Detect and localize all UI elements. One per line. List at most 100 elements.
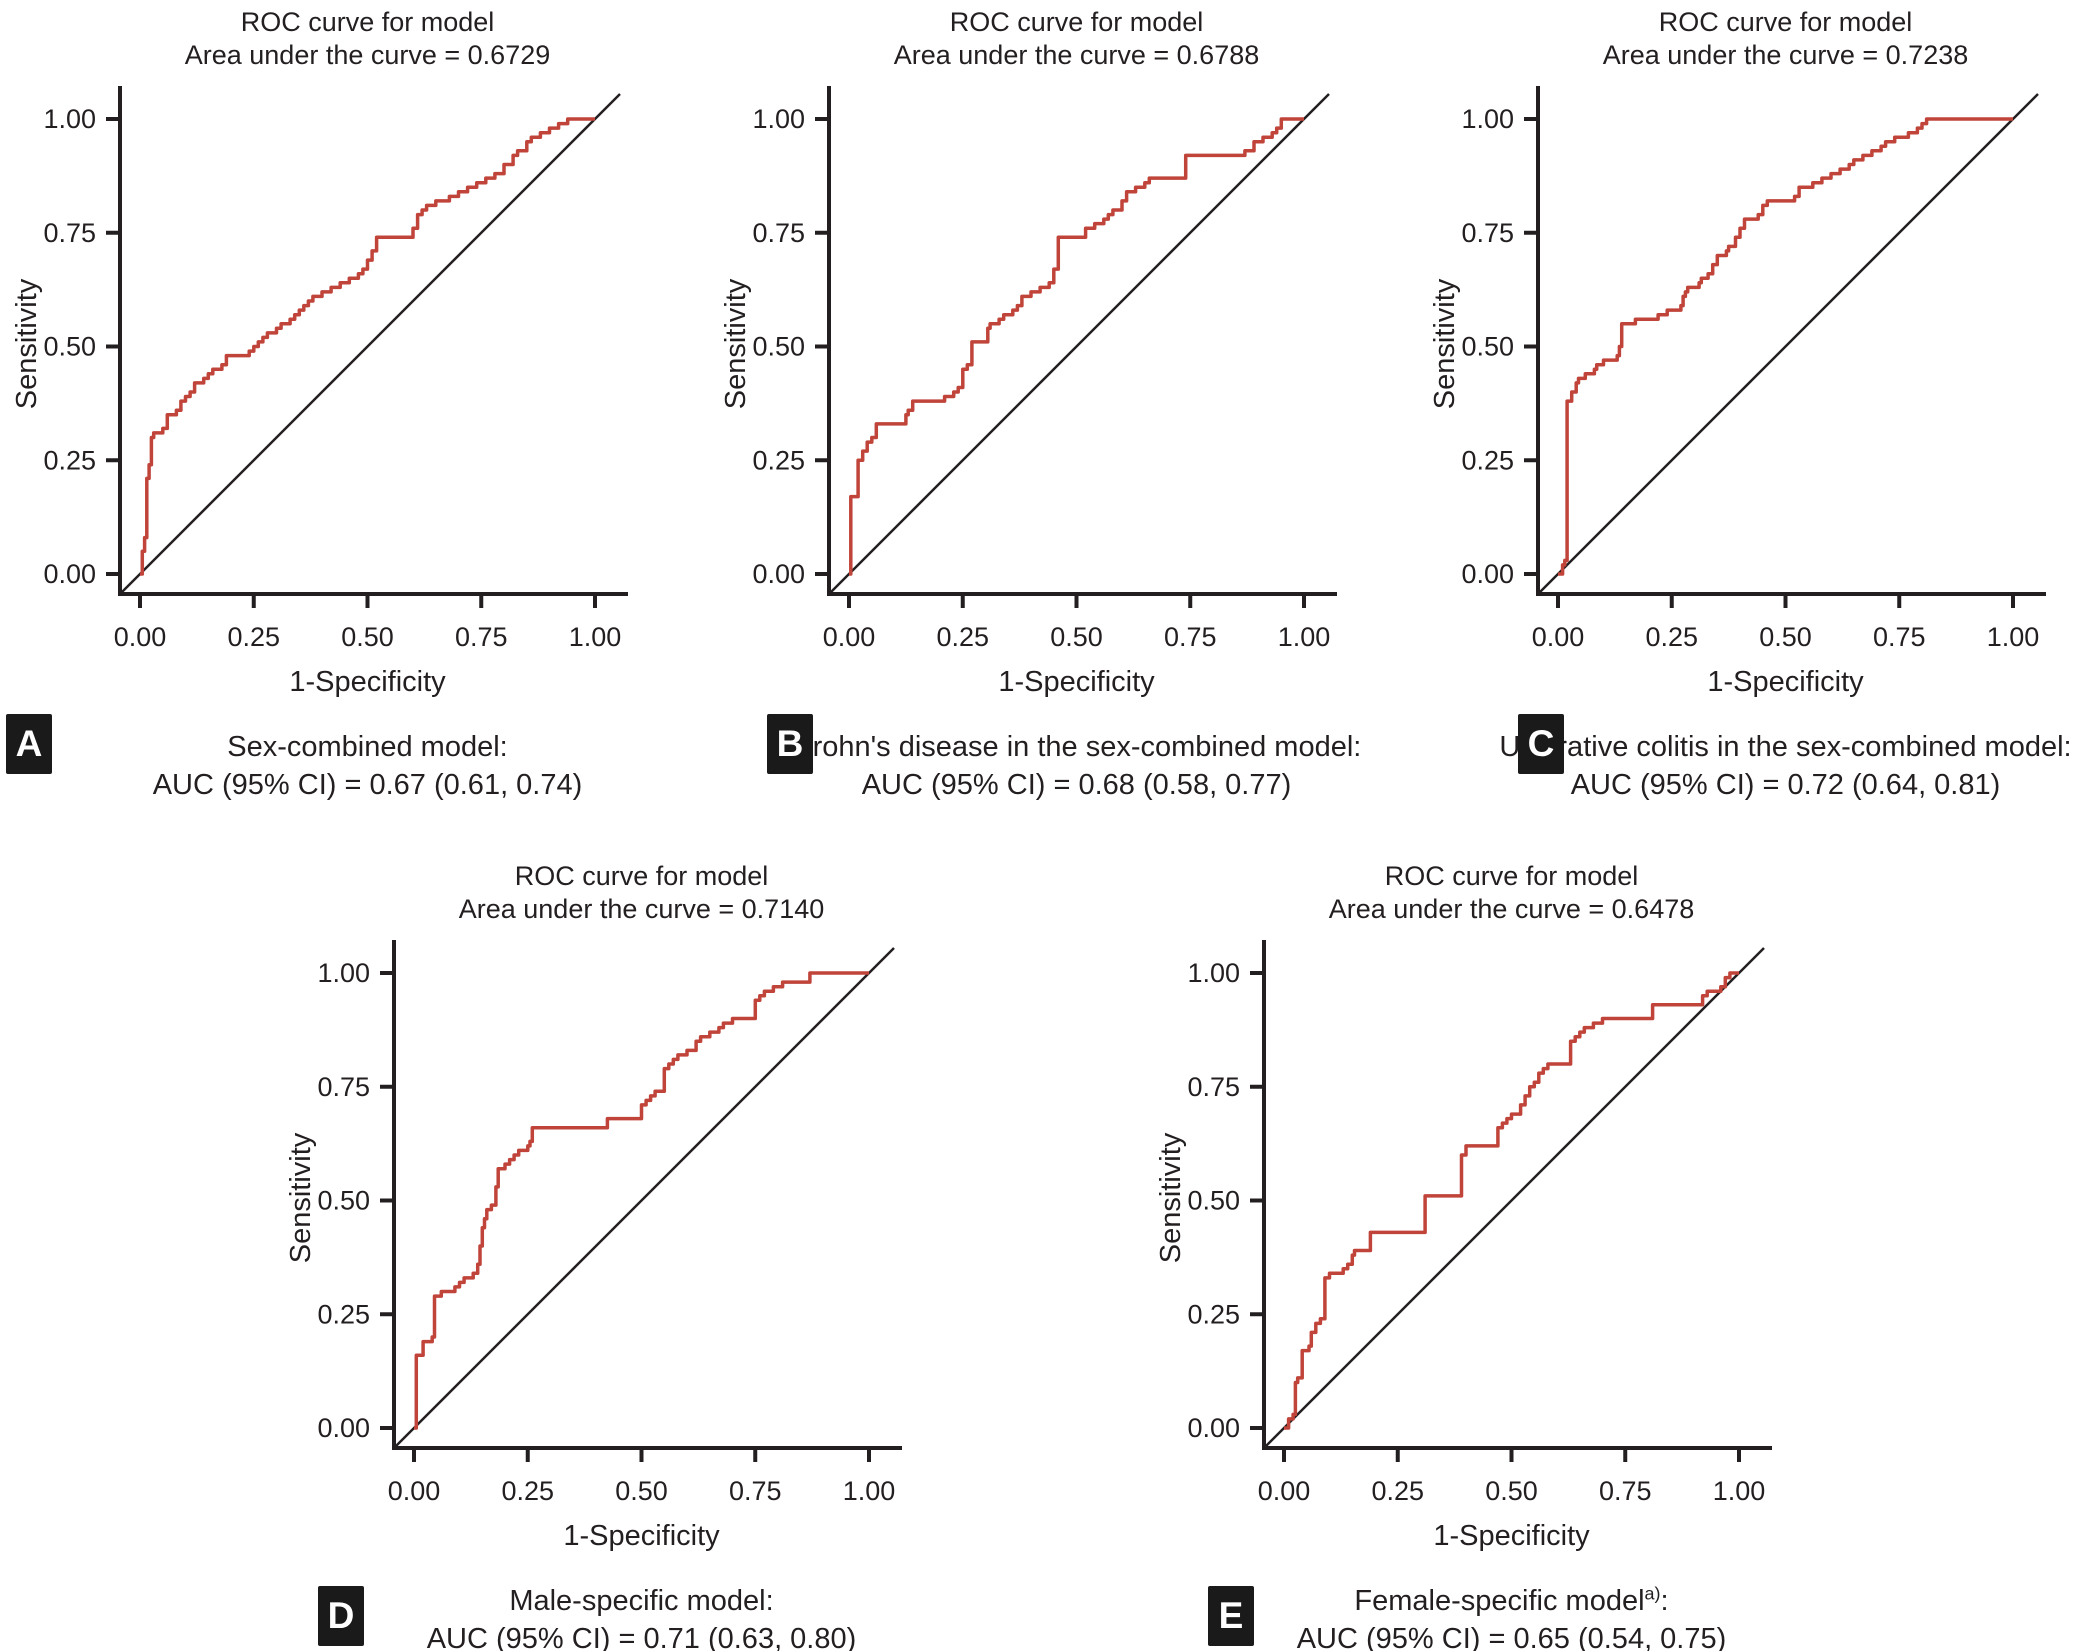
panel-a-title-line1: ROC curve for model bbox=[240, 7, 495, 37]
panel-e-caption: Female-specific modela): AUC (95% CI) = … bbox=[1144, 1582, 1804, 1651]
panel-e-caption-model-text: Female-specific model bbox=[1354, 1585, 1645, 1617]
y-tick-label: 0.25 bbox=[43, 445, 96, 475]
x-tick-label: 0.25 bbox=[501, 1476, 554, 1506]
x-tick-label: 0.75 bbox=[1873, 622, 1926, 652]
panel-c-caption-model: Ulcerative colitis in the sex-combined m… bbox=[1493, 728, 2078, 766]
y-axis-label: Sensitivity bbox=[285, 1132, 317, 1263]
top-row: ROC curve for model Area under the curve… bbox=[0, 0, 2078, 830]
panel-b-title-line1: ROC curve for model bbox=[949, 7, 1204, 37]
x-tick-label: 1.00 bbox=[1987, 622, 2040, 652]
y-tick-label: 1.00 bbox=[752, 104, 805, 134]
y-axis-label: Sensitivity bbox=[1429, 278, 1461, 409]
y-axis-label: Sensitivity bbox=[720, 278, 752, 409]
panel-a-title: ROC curve for model Area under the curve… bbox=[0, 0, 660, 74]
x-tick-label: 0.25 bbox=[1371, 1476, 1424, 1506]
y-tick-label: 0.75 bbox=[752, 218, 805, 248]
y-tick-label: 0.75 bbox=[1187, 1072, 1240, 1102]
roc-curve bbox=[849, 117, 1304, 576]
y-tick-label: 0.25 bbox=[317, 1299, 370, 1329]
roc-curve bbox=[414, 971, 869, 1430]
panel-a-title-line2: Area under the curve = 0.6729 bbox=[184, 39, 551, 70]
panel-a-badge: A bbox=[6, 714, 52, 774]
panel-d-badge: D bbox=[318, 1586, 364, 1646]
panel-a-caption-colon: : bbox=[499, 731, 508, 763]
y-tick-label: 0.50 bbox=[43, 332, 96, 362]
x-tick-label: 1.00 bbox=[843, 1476, 896, 1506]
x-tick-label: 0.25 bbox=[936, 622, 989, 652]
x-tick-label: 0.50 bbox=[341, 622, 394, 652]
panel-b-caption-model: Crohn's disease in the sex-combined mode… bbox=[784, 728, 1369, 766]
x-axis-label: 1-Specificity bbox=[563, 1520, 720, 1552]
x-tick-label: 0.00 bbox=[114, 622, 167, 652]
y-tick-label: 0.25 bbox=[752, 445, 805, 475]
y-axis-label: Sensitivity bbox=[1155, 1132, 1187, 1263]
x-tick-label: 1.00 bbox=[1713, 1476, 1766, 1506]
x-tick-label: 0.75 bbox=[729, 1476, 782, 1506]
y-tick-label: 0.50 bbox=[1187, 1186, 1240, 1216]
x-tick-label: 0.00 bbox=[388, 1476, 441, 1506]
x-tick-label: 0.50 bbox=[615, 1476, 668, 1506]
panel-c-title-line2: Area under the curve = 0.7238 bbox=[1602, 39, 1969, 70]
panel-a-roc-plot: 0.00 0.25 0.50 0.75 1.00 0.00 0.25 0.50 0.75 1.00… bbox=[11, 86, 628, 698]
panel-d-title: ROC curve for model Area under the curve… bbox=[274, 854, 934, 928]
panel-b: ROC curve for model Area under the curve… bbox=[709, 0, 1369, 830]
x-axis-label: 1-Specificity bbox=[289, 666, 446, 698]
panel-e-caption-colon: : bbox=[1660, 1585, 1669, 1617]
y-tick-label: 0.00 bbox=[317, 1413, 370, 1443]
reference-diagonal bbox=[393, 947, 895, 1449]
x-tick-label: 0.00 bbox=[823, 622, 876, 652]
panel-e-title: ROC curve for model Area under the curve… bbox=[1144, 854, 1804, 928]
panel-c-title: ROC curve for model Area under the curve… bbox=[1418, 0, 2078, 74]
panel-d-caption-model-text: Male-specific model bbox=[509, 1585, 766, 1617]
panel-e-title-line1: ROC curve for model bbox=[1384, 861, 1639, 891]
x-axis-label: 1-Specificity bbox=[1433, 1520, 1590, 1552]
bottom-row: ROC curve for model Area under the curve… bbox=[0, 830, 2078, 1651]
panel-c-caption: Ulcerative colitis in the sex-combined m… bbox=[1418, 728, 2078, 805]
x-tick-label: 0.75 bbox=[1164, 622, 1217, 652]
x-tick-label: 1.00 bbox=[1278, 622, 1331, 652]
y-tick-label: 0.75 bbox=[317, 1072, 370, 1102]
roc-curve bbox=[1558, 117, 2013, 576]
x-tick-label: 0.50 bbox=[1050, 622, 1103, 652]
panel-d-caption: Male-specific model: AUC (95% CI) = 0.71… bbox=[274, 1582, 934, 1651]
panel-b-caption: Crohn's disease in the sex-combined mode… bbox=[709, 728, 1369, 805]
panel-e-title-line2: Area under the curve = 0.6478 bbox=[1328, 893, 1695, 924]
y-tick-label: 0.00 bbox=[43, 559, 96, 589]
reference-diagonal bbox=[828, 93, 1330, 595]
y-axis-label: Sensitivity bbox=[11, 278, 43, 409]
x-tick-label: 0.25 bbox=[1645, 622, 1698, 652]
panel-a-caption-model-text: Sex-combined model bbox=[227, 731, 500, 763]
panel-d-caption-auc: AUC (95% CI) = 0.71 (0.63, 0.80) bbox=[426, 1623, 857, 1651]
y-tick-label: 1.00 bbox=[317, 958, 370, 988]
panel-b-title: ROC curve for model Area under the curve… bbox=[709, 0, 1369, 74]
panel-d-caption-model: Male-specific model: bbox=[349, 1582, 934, 1620]
x-tick-label: 0.00 bbox=[1532, 622, 1585, 652]
y-tick-label: 0.00 bbox=[1461, 559, 1514, 589]
x-tick-label: 0.50 bbox=[1485, 1476, 1538, 1506]
reference-diagonal bbox=[119, 93, 621, 595]
x-tick-label: 1.00 bbox=[569, 622, 622, 652]
panel-d-title-line2: Area under the curve = 0.7140 bbox=[458, 893, 825, 924]
panel-e-roc-plot: 0.00 0.25 0.50 0.75 1.00 0.00 0.25 0.50 0.75 1.00… bbox=[1155, 940, 1772, 1552]
x-axis-label: 1-Specificity bbox=[998, 666, 1155, 698]
y-tick-label: 1.00 bbox=[1187, 958, 1240, 988]
panel-a: ROC curve for model Area under the curve… bbox=[0, 0, 660, 830]
roc-curve bbox=[1284, 971, 1739, 1430]
panel-b-caption-model-text: Crohn's disease in the sex-combined mode… bbox=[791, 731, 1354, 763]
panel-d-title-line1: ROC curve for model bbox=[514, 861, 769, 891]
panel-c-caption-model-text: Ulcerative colitis in the sex-combined m… bbox=[1499, 731, 2064, 763]
panel-a-caption-model: Sex-combined model: bbox=[75, 728, 660, 766]
panel-d: ROC curve for model Area under the curve… bbox=[274, 830, 934, 1651]
y-tick-label: 0.50 bbox=[752, 332, 805, 362]
reference-diagonal bbox=[1537, 93, 2039, 595]
y-tick-label: 0.25 bbox=[1187, 1299, 1240, 1329]
panel-d-roc-plot: 0.00 0.25 0.50 0.75 1.00 0.00 0.25 0.50 0.75 1.00… bbox=[285, 940, 902, 1552]
panel-a-caption-auc: AUC (95% CI) = 0.67 (0.61, 0.74) bbox=[152, 769, 583, 802]
panel-c-badge: C bbox=[1518, 714, 1564, 774]
y-tick-label: 1.00 bbox=[43, 104, 96, 134]
panel-e-badge: E bbox=[1208, 1586, 1254, 1646]
y-tick-label: 0.50 bbox=[1461, 332, 1514, 362]
x-tick-label: 0.25 bbox=[227, 622, 280, 652]
panel-e-caption-auc: AUC (95% CI) = 0.65 (0.54, 0.75) bbox=[1296, 1623, 1727, 1651]
